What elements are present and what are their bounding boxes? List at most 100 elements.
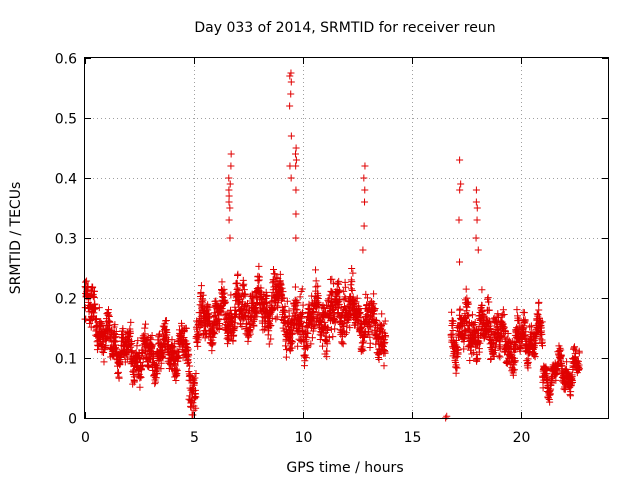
data-point bbox=[288, 344, 296, 352]
chart-title: Day 033 of 2014, SRMTID for receiver reu… bbox=[194, 20, 495, 36]
data-point bbox=[114, 370, 122, 378]
axis-ticks: 0 0.1 0.2 0.3 0.4 0.5 0.6 0 5 10 15 20 bbox=[55, 52, 608, 446]
data-point bbox=[303, 344, 311, 352]
data-point bbox=[463, 299, 471, 307]
data-point bbox=[505, 337, 513, 345]
data-point bbox=[349, 269, 357, 277]
data-point bbox=[361, 162, 369, 170]
data-point bbox=[265, 340, 273, 348]
y-tick-label: 0.2 bbox=[55, 292, 77, 308]
data-point bbox=[168, 336, 176, 344]
data-point bbox=[292, 210, 300, 218]
data-point bbox=[133, 342, 141, 350]
data-point bbox=[457, 180, 465, 188]
data-point bbox=[186, 362, 194, 370]
data-point bbox=[129, 368, 137, 376]
data-point bbox=[491, 346, 499, 354]
data-point bbox=[279, 288, 287, 296]
data-point bbox=[302, 342, 310, 350]
data-point bbox=[360, 174, 368, 182]
data-point bbox=[287, 90, 295, 98]
data-point bbox=[225, 192, 233, 200]
data-point bbox=[241, 290, 249, 298]
data-point bbox=[465, 312, 473, 320]
data-point bbox=[449, 317, 457, 325]
data-point bbox=[370, 300, 378, 308]
data-point bbox=[250, 322, 258, 330]
data-point bbox=[322, 332, 330, 340]
data-point bbox=[234, 270, 242, 278]
data-point bbox=[307, 340, 315, 348]
data-point bbox=[89, 292, 97, 300]
data-point bbox=[463, 318, 471, 326]
data-point bbox=[199, 291, 207, 299]
x-tick-label: 5 bbox=[190, 430, 199, 446]
y-tick-label: 0.4 bbox=[55, 172, 77, 188]
data-point bbox=[279, 324, 287, 332]
data-point bbox=[201, 334, 209, 342]
data-point bbox=[317, 317, 325, 325]
data-point bbox=[225, 198, 233, 206]
data-point bbox=[197, 282, 205, 290]
data-point bbox=[182, 324, 190, 332]
data-point bbox=[496, 345, 504, 353]
data-point bbox=[142, 320, 150, 328]
data-point bbox=[456, 305, 464, 313]
data-point bbox=[255, 262, 263, 270]
data-point bbox=[127, 318, 135, 326]
y-tick-label: 0.5 bbox=[55, 112, 77, 128]
data-point bbox=[95, 304, 103, 312]
data-point bbox=[115, 374, 123, 382]
data-point bbox=[106, 318, 114, 326]
data-point bbox=[314, 294, 322, 302]
data-point bbox=[137, 373, 145, 381]
data-point bbox=[221, 299, 229, 307]
data-point bbox=[382, 333, 390, 341]
data-point bbox=[558, 362, 566, 370]
data-point bbox=[267, 335, 275, 343]
data-point bbox=[324, 324, 332, 332]
data-point bbox=[348, 278, 356, 286]
data-point bbox=[292, 150, 300, 158]
data-point bbox=[357, 324, 365, 332]
data-point bbox=[448, 308, 456, 316]
data-point bbox=[175, 352, 183, 360]
data-point bbox=[335, 300, 343, 308]
data-point bbox=[571, 353, 579, 361]
data-point bbox=[526, 323, 534, 331]
data-point bbox=[465, 300, 473, 308]
data-point bbox=[359, 246, 367, 254]
data-point bbox=[159, 354, 167, 362]
data-point bbox=[340, 296, 348, 304]
data-point bbox=[460, 345, 468, 353]
data-point bbox=[222, 326, 230, 334]
data-point bbox=[185, 351, 193, 359]
data-point bbox=[148, 342, 156, 350]
data-point bbox=[466, 357, 474, 365]
data-point bbox=[130, 368, 138, 376]
data-point bbox=[292, 156, 300, 164]
data-point bbox=[352, 298, 360, 306]
plot-frame bbox=[84, 57, 609, 419]
data-point bbox=[191, 374, 199, 382]
data-point bbox=[192, 393, 200, 401]
x-axis-label: GPS time / hours bbox=[286, 460, 403, 476]
data-point bbox=[327, 325, 335, 333]
data-point bbox=[218, 278, 226, 286]
data-point bbox=[538, 342, 546, 350]
data-point bbox=[543, 370, 551, 378]
data-point bbox=[89, 283, 97, 291]
data-point bbox=[286, 72, 294, 80]
data-point bbox=[473, 354, 481, 362]
data-point bbox=[293, 298, 301, 306]
data-point bbox=[349, 293, 357, 301]
data-point bbox=[101, 343, 109, 351]
data-point bbox=[130, 377, 138, 385]
data-point bbox=[194, 342, 202, 350]
data-point bbox=[359, 347, 367, 355]
data-point bbox=[252, 308, 260, 316]
data-point bbox=[220, 289, 228, 297]
data-point bbox=[141, 330, 149, 338]
data-point bbox=[112, 341, 120, 349]
data-point bbox=[239, 281, 247, 289]
